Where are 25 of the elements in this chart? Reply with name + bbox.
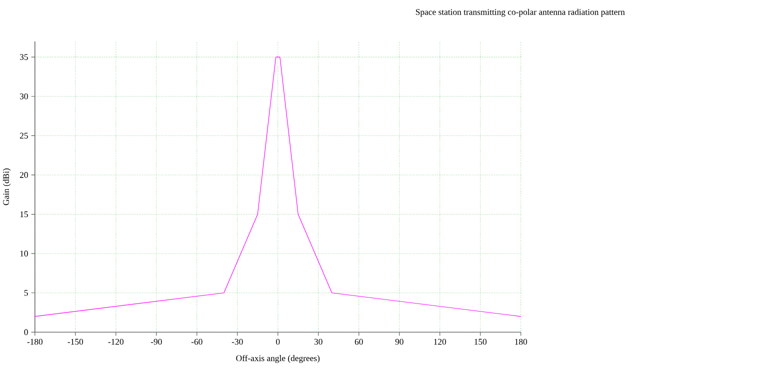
chart-title: Space station transmitting co-polar antenna radiation pattern (416, 8, 625, 17)
y-tick-label: 35 (20, 54, 28, 60)
y-tick-label: 10 (20, 250, 28, 256)
x-tick-label: 90 (395, 338, 404, 345)
x-axis-title: Off-axis angle (degrees) (236, 354, 320, 363)
y-tick-label: 25 (20, 132, 28, 138)
y-tick-label: 15 (20, 211, 28, 218)
y-tick-label: 0 (24, 329, 28, 335)
x-tick-label: 180 (515, 338, 528, 345)
x-tick-label: 0 (276, 338, 280, 345)
x-tick-label: -120 (108, 338, 124, 345)
x-tick-label: 150 (474, 338, 487, 345)
y-tick-label: 30 (20, 93, 28, 100)
line-series (34, 56, 522, 317)
y-tick-label: 20 (20, 172, 28, 178)
x-tick-label: -60 (191, 338, 202, 345)
y-axis-title: Gain (dBi) (2, 168, 11, 205)
x-tick-label: 30 (314, 338, 322, 345)
x-tick-label: -180 (27, 338, 43, 345)
y-tick-label: 5 (24, 290, 28, 296)
x-tick-label: 60 (354, 338, 363, 345)
x-tick-label: -30 (232, 338, 243, 345)
x-tick-label: 120 (434, 338, 446, 345)
x-tick-label: -90 (150, 338, 162, 345)
x-tick-label: -150 (68, 338, 84, 345)
